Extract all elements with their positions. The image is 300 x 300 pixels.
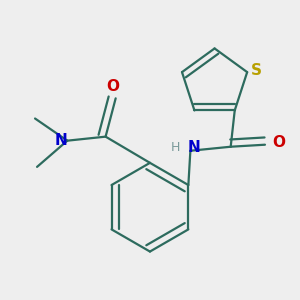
Text: O: O — [273, 135, 286, 150]
Text: N: N — [187, 140, 200, 155]
Text: N: N — [55, 133, 68, 148]
Text: H: H — [170, 141, 180, 154]
Text: S: S — [250, 63, 262, 78]
Text: O: O — [106, 79, 119, 94]
